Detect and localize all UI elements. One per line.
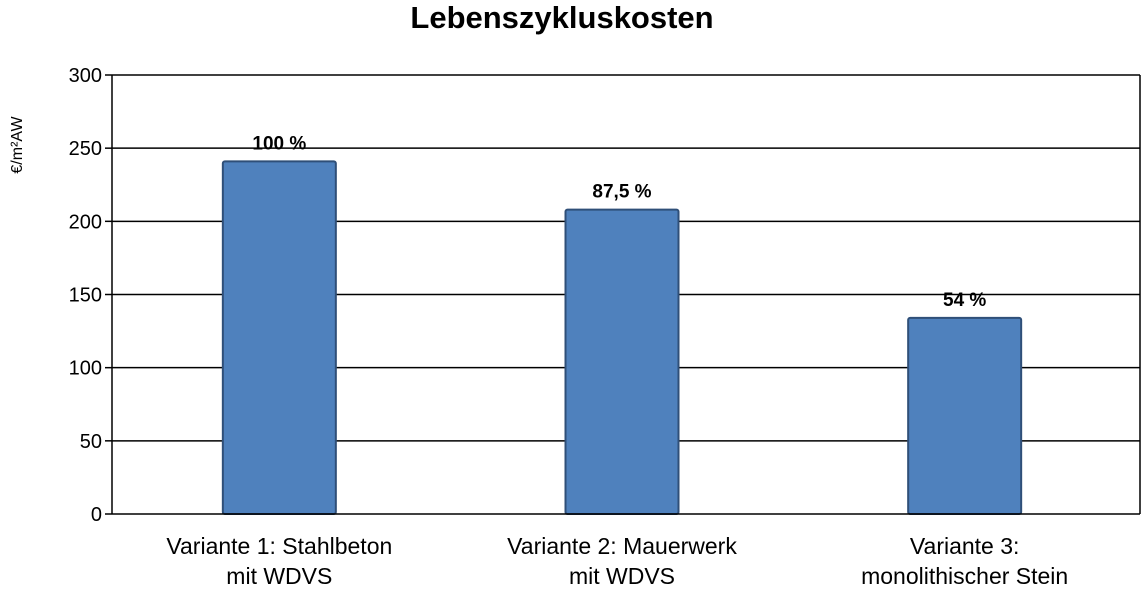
y-tick-label: 250	[69, 138, 102, 160]
data-label: 100 %	[252, 133, 306, 154]
y-tick-label: 150	[69, 285, 102, 307]
bar	[221, 160, 337, 515]
y-tick-label: 200	[69, 211, 102, 233]
chart-title: Lebenszykluskosten	[410, 0, 713, 35]
category-label: mit WDVS	[226, 563, 332, 589]
bar	[564, 208, 680, 515]
labels: 0 50 100 150 200 250 300 100 % Variante 1: Stahl…	[69, 65, 1069, 589]
category-label: Variante 2: Mauerwerk	[507, 533, 737, 559]
category-label: monolithischer Stein	[861, 563, 1068, 589]
y-tick-label: 100	[69, 358, 102, 380]
category-label: mit WDVS	[569, 563, 675, 589]
y-axis-label: €/m²AW	[9, 116, 26, 174]
y-tick-label: 50	[80, 431, 102, 453]
data-label: 87,5 %	[592, 182, 651, 203]
category-label: Variante 3:	[910, 533, 1020, 559]
axes	[105, 74, 1141, 515]
bars	[221, 160, 1023, 515]
bar	[907, 316, 1023, 515]
y-tick-label: 0	[91, 504, 102, 526]
y-tick-label: 300	[69, 65, 102, 87]
category-label: Variante 1: Stahlbeton	[166, 533, 392, 559]
data-label: 54 %	[943, 290, 986, 311]
